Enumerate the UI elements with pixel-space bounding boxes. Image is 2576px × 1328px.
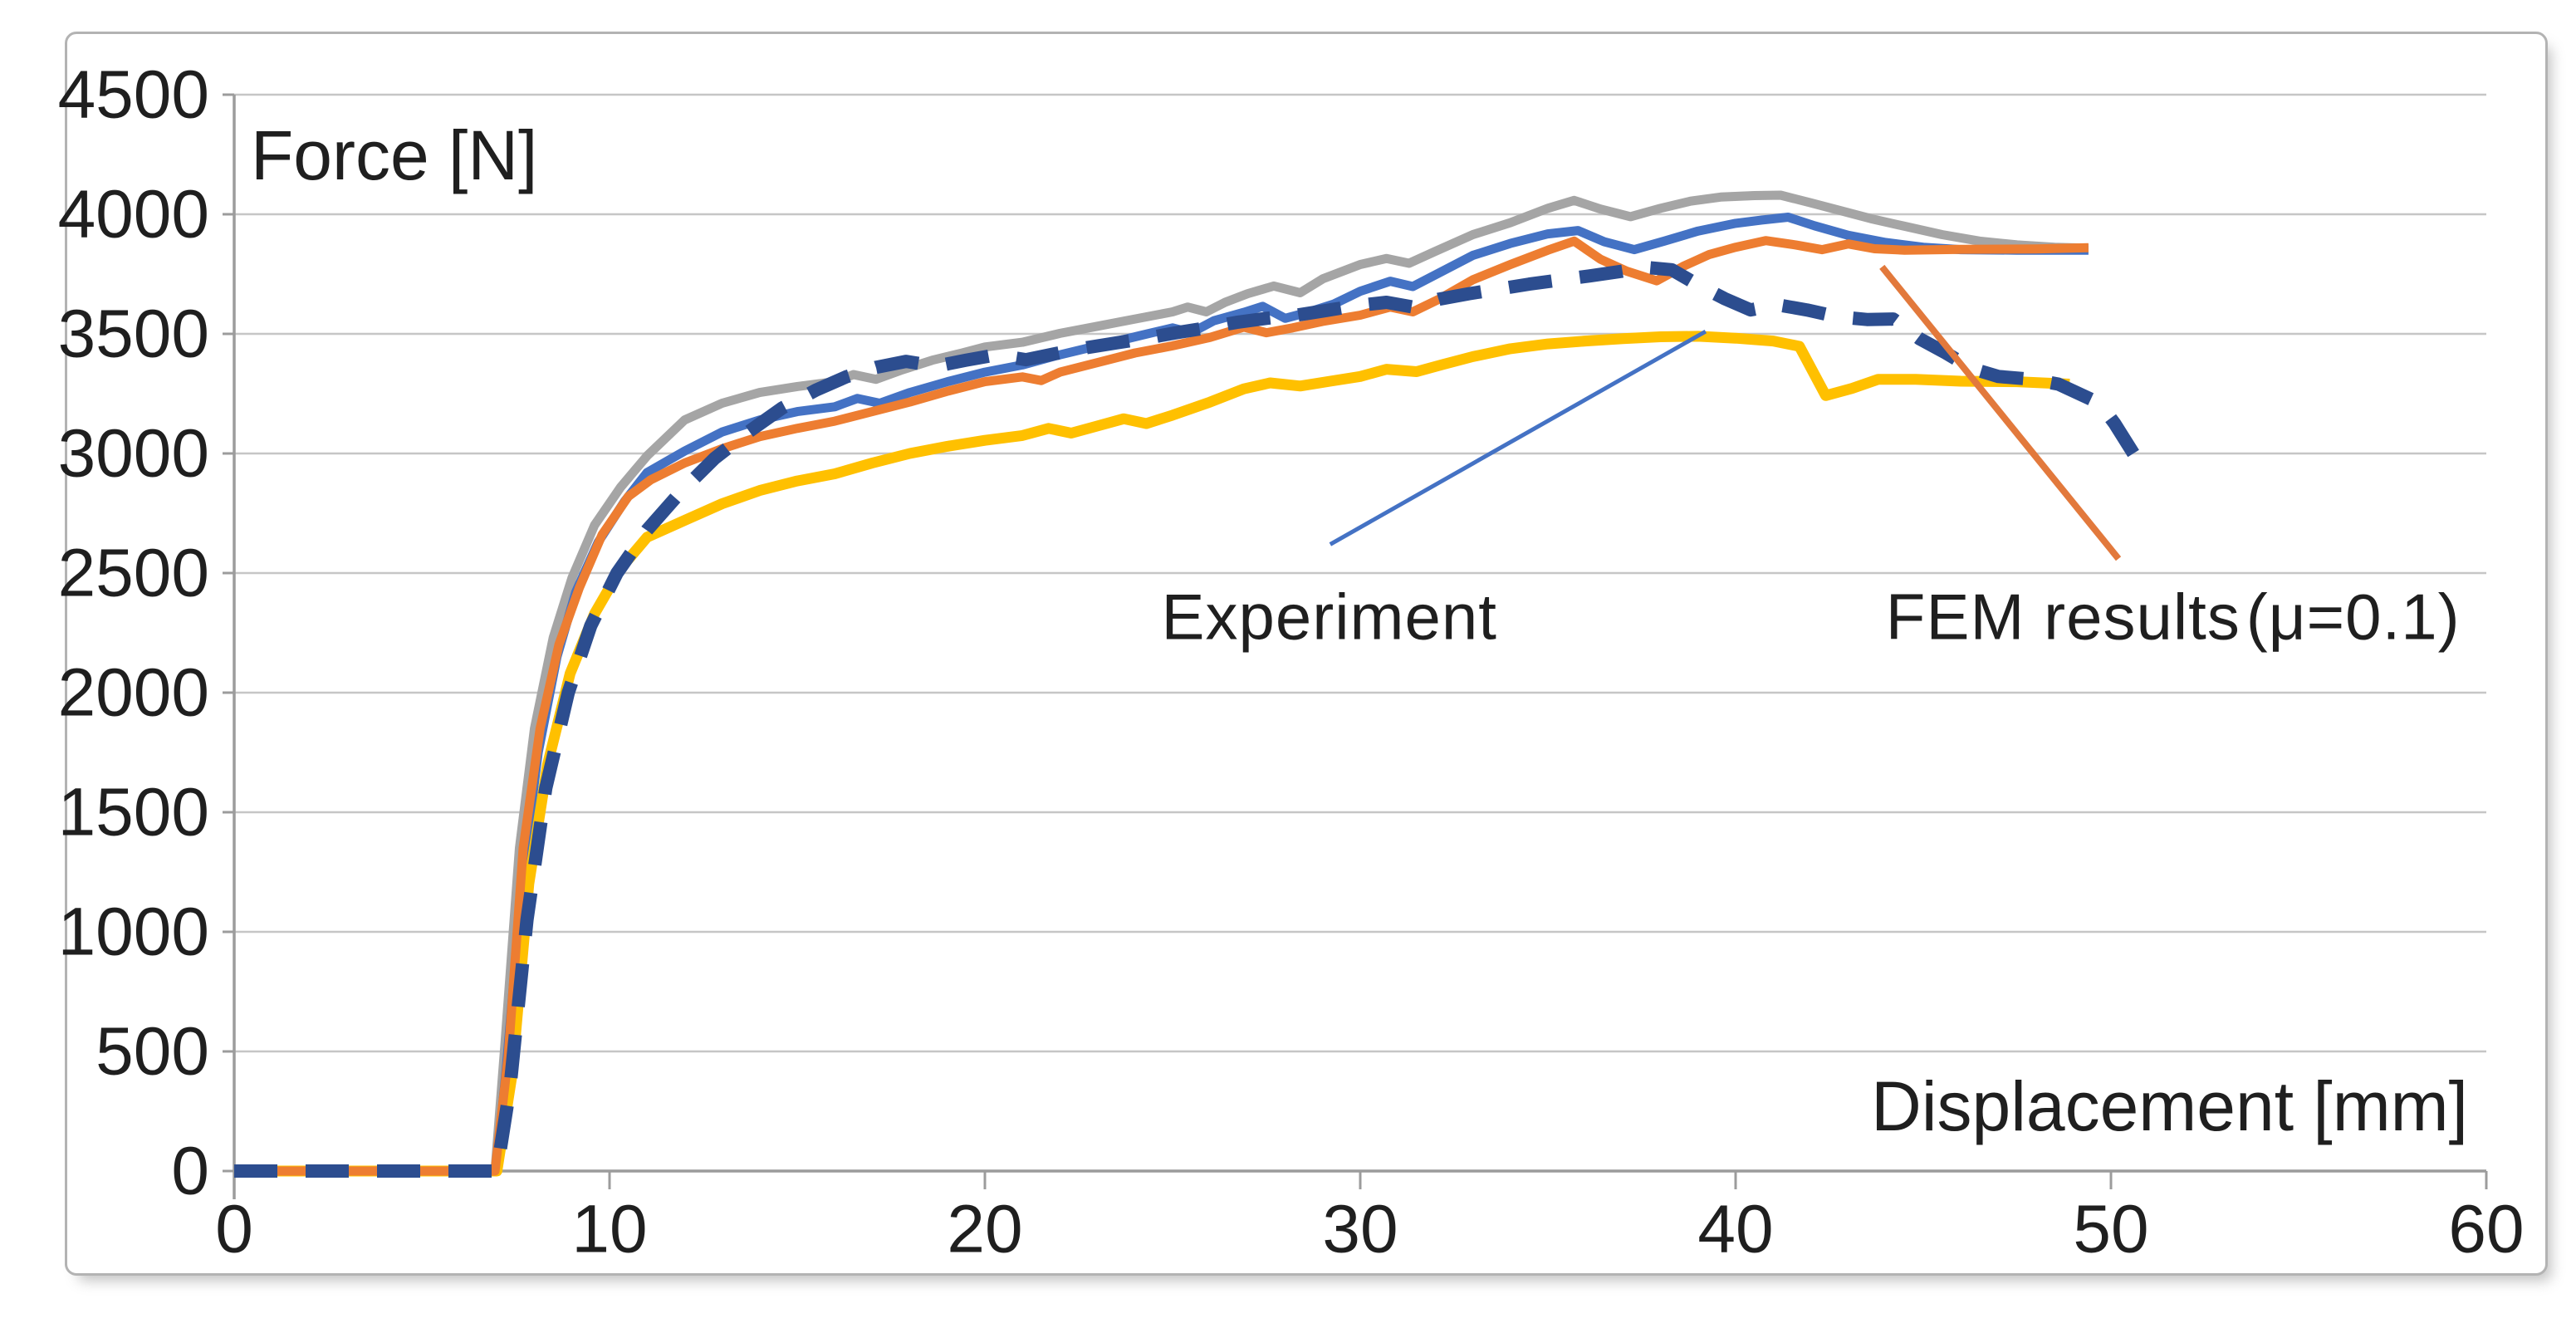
series-line-fem-result-gray- (234, 190, 2089, 1176)
series-line-fem-result-yellow- (234, 331, 2070, 1177)
y-tick-label-0: 0 (171, 1134, 209, 1209)
y-tick-label-500: 500 (95, 1014, 209, 1090)
experiment-annotation-label: Experiment (1161, 580, 1497, 654)
mu-value-annotation-label: (μ=0.1) (2245, 580, 2461, 654)
y-tick-label-3000: 3000 (58, 416, 209, 492)
y-tick-label-3500: 3500 (58, 296, 209, 372)
x-tick-label-10: 10 (571, 1192, 647, 1267)
fem-results-annotation-label: FEM results (1885, 580, 2241, 654)
figure-frame (65, 32, 2548, 1276)
y-tick-label-2500: 2500 (58, 536, 209, 611)
fem-results-arrow (1879, 264, 2122, 561)
experiment-arrow (1329, 329, 1707, 546)
y-axis-title: Force [N] (251, 116, 537, 194)
series-line-fem-result-orange- (234, 236, 2089, 1176)
y-tick-label-1500: 1500 (58, 775, 209, 850)
x-tick-label-40: 40 (1697, 1192, 1773, 1267)
series-line-experiment (234, 260, 2139, 1178)
x-tick-label-0: 0 (215, 1192, 253, 1267)
x-tick-label-30: 30 (1322, 1192, 1398, 1267)
x-tick-label-60: 60 (2448, 1192, 2524, 1267)
y-tick-label-4500: 4500 (58, 57, 209, 133)
x-axis-title: Displacement [mm] (1871, 1067, 2468, 1145)
y-tick-label-2000: 2000 (58, 655, 209, 731)
x-tick-label-50: 50 (2073, 1192, 2148, 1267)
y-tick-label-1000: 1000 (58, 894, 209, 970)
x-tick-label-20: 20 (947, 1192, 1022, 1267)
series-line-fem-result-blue- (234, 213, 2089, 1176)
y-tick-label-4000: 4000 (58, 177, 209, 252)
